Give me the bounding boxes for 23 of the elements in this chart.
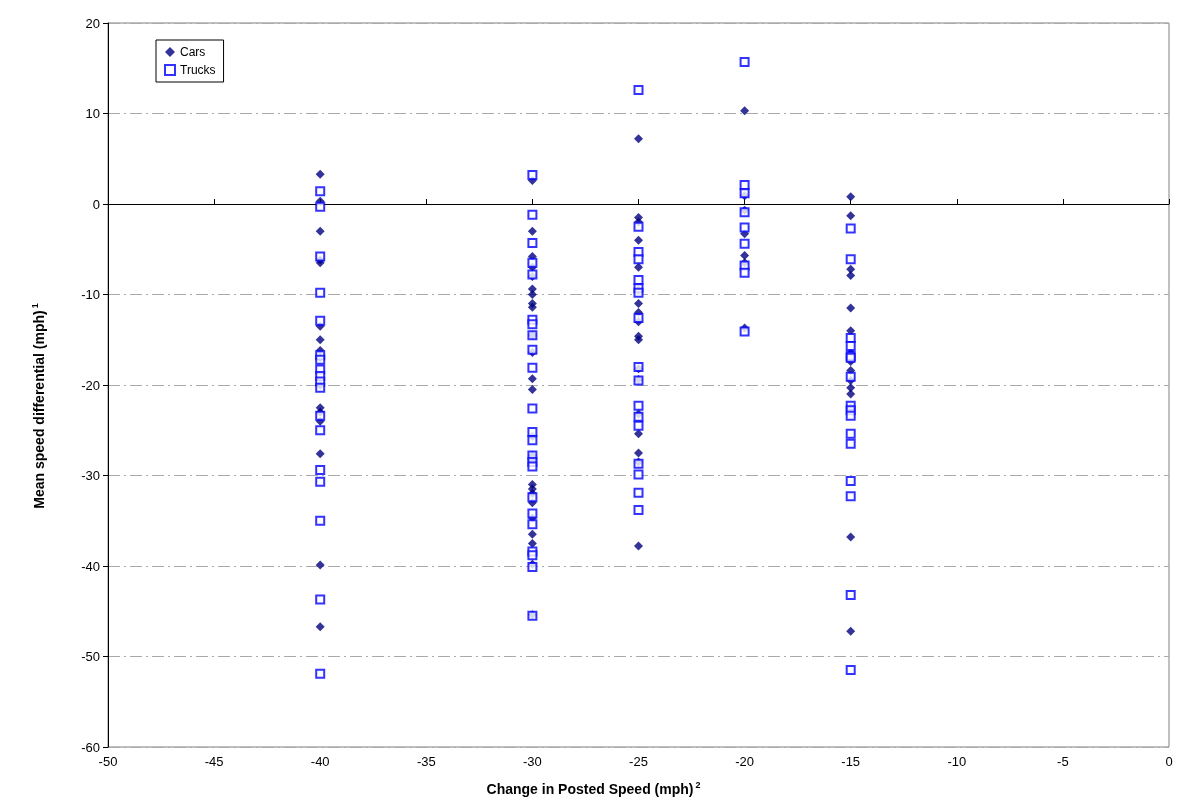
y-tick-label: -40 (81, 558, 100, 574)
x-tick-label: -40 (310, 754, 330, 769)
y-tick-label: -50 (81, 649, 100, 664)
y-tick-label: -20 (81, 377, 100, 393)
x-tick-label: 0 (1165, 754, 1173, 769)
x-tick-label: -35 (416, 754, 436, 769)
x-tick-label: -5 (1057, 754, 1069, 769)
x-tick-label: -20 (735, 754, 754, 769)
x-tick-label: -45 (204, 754, 224, 769)
y-axis-title: Mean speed differential (mph)1 (29, 303, 47, 509)
x-tick-label: -30 (523, 754, 542, 769)
y-tick-label: 10 (85, 106, 100, 121)
legend-label: Cars (180, 45, 206, 59)
x-tick-label: -10 (947, 754, 967, 769)
y-tick-label: -60 (81, 739, 100, 755)
x-tick-label: -25 (629, 754, 648, 769)
y-tick-label: 0 (92, 196, 100, 212)
x-tick-label: -15 (841, 754, 861, 769)
legend-label: Trucks (180, 63, 216, 77)
y-tick-label: -10 (81, 287, 100, 302)
y-tick-label: 20 (85, 15, 100, 31)
y-tick-label: -30 (81, 468, 100, 483)
x-tick-label: -50 (98, 754, 118, 769)
